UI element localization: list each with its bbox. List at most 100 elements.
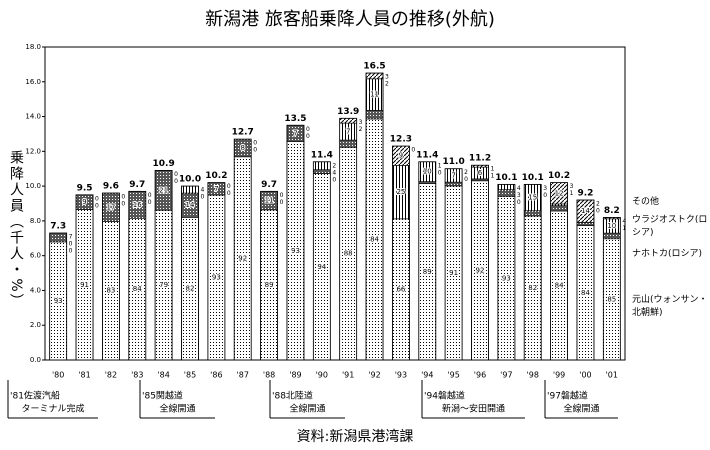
- segment-label: 7: [451, 171, 455, 179]
- segment-label: 0: [227, 183, 231, 190]
- bar-total: [128, 190, 147, 361]
- total-label: 7.3: [50, 222, 66, 232]
- annotation: 全線開通: [289, 403, 325, 415]
- segment-label: 4: [332, 169, 336, 176]
- total-label: 9.5: [77, 183, 93, 193]
- y-tick-label: 10.0: [25, 182, 41, 190]
- segment-label: 7: [293, 129, 297, 137]
- segment-label: 9: [399, 152, 403, 160]
- segment-label: 7: [346, 128, 350, 136]
- segment-label: 2: [332, 162, 336, 169]
- segment-label: 0: [253, 140, 257, 147]
- segment-label: 1: [491, 166, 495, 173]
- segment-label: 84: [370, 235, 379, 243]
- bar-segment: [523, 210, 542, 217]
- bar-segment: [339, 139, 357, 148]
- bar-segment: [365, 110, 384, 120]
- segment-label: 0: [280, 199, 284, 206]
- segment-label: 0: [174, 178, 178, 185]
- segment-label: 2: [385, 81, 389, 88]
- total-label: 11.4: [311, 150, 333, 160]
- segment-label: 0: [148, 192, 152, 199]
- y-tick-label: 18.0: [25, 43, 41, 51]
- bar-total: [260, 190, 278, 361]
- total-label: 11.4: [416, 150, 438, 160]
- total-label: 12.3: [390, 135, 412, 145]
- segment-label: 12: [555, 189, 564, 197]
- segment-label: 91: [80, 281, 89, 289]
- bar-total: [444, 168, 463, 361]
- total-label: 9.2: [577, 189, 593, 199]
- total-label: 16.5: [363, 62, 385, 72]
- segment-label: 84: [555, 282, 564, 290]
- annotation: '81佐渡汽船: [10, 390, 60, 402]
- bar-total: [49, 232, 68, 361]
- segment-label: 85: [607, 295, 616, 303]
- x-tick-label: '82: [105, 371, 117, 380]
- y-axis-label: 乗降人員（千人・%）: [8, 150, 24, 309]
- x-tick-label: '92: [368, 371, 380, 380]
- total-label: 12.7: [232, 128, 254, 138]
- segment-label: 14: [186, 201, 195, 209]
- y-tick-label: 12.0: [25, 147, 41, 155]
- bar-total: [471, 164, 489, 361]
- x-tick-label: '84: [157, 371, 169, 380]
- segment-label: 0: [201, 194, 205, 201]
- segment-label: 0: [596, 208, 600, 215]
- segment-label: 0: [280, 192, 284, 199]
- segment-label: 82: [186, 285, 195, 293]
- x-tick-label: '87: [237, 371, 249, 380]
- total-label: 10.2: [205, 171, 227, 181]
- annotation: '88北陸道: [272, 390, 313, 402]
- segment-label: 7: [214, 185, 218, 193]
- y-tick-label: 14.0: [25, 113, 41, 121]
- x-tick-label: '99: [553, 371, 565, 380]
- bar-total: [102, 192, 120, 361]
- segment-label: 4: [201, 187, 205, 194]
- bar-total: [181, 185, 199, 361]
- bar-total: [392, 145, 410, 361]
- segment-label: 93: [502, 274, 511, 282]
- segment-label: 93: [54, 297, 63, 305]
- y-tick-label: 8.0: [30, 217, 41, 225]
- segment-label: 93: [212, 274, 221, 282]
- bar-total: [286, 124, 305, 361]
- segment-label: 25: [396, 188, 405, 196]
- y-tick-label: 16.0: [25, 78, 41, 86]
- segment-label: 3: [359, 119, 363, 126]
- segment-label: 11: [265, 197, 274, 205]
- segment-label: 0: [95, 202, 99, 209]
- bar-segment: [365, 72, 384, 80]
- legend-entry: ナホトカ(ロシア): [632, 249, 703, 259]
- x-tick-label: '98: [527, 371, 539, 380]
- x-tick-label: '96: [474, 371, 486, 380]
- bar-total: [602, 217, 621, 361]
- legend-entry: その他: [632, 197, 660, 207]
- bar-total: [497, 183, 516, 361]
- y-tick-label: 6.0: [30, 252, 41, 260]
- source: 資料:新潟県港湾課: [297, 428, 414, 445]
- segment-label: 0: [69, 248, 73, 255]
- x-tick-label: '88: [263, 371, 275, 380]
- bar-total: [75, 194, 94, 361]
- x-tick-label: '95: [447, 371, 459, 380]
- segment-label: 0: [438, 169, 442, 176]
- total-label: 10.0: [179, 175, 201, 185]
- total-label: 11.2: [469, 154, 491, 164]
- segment-label: 89: [265, 281, 274, 289]
- total-label: 9.6: [103, 182, 119, 192]
- x-tick-label: '93: [395, 371, 407, 380]
- total-label: 10.9: [153, 159, 175, 169]
- segment-label: 0: [332, 176, 336, 183]
- annotation: '94磐越道: [424, 390, 465, 402]
- bar-total: [207, 182, 226, 361]
- y-tick-label: 2.0: [30, 321, 41, 329]
- segment-label: 1: [622, 225, 626, 232]
- segment-label: 84: [133, 285, 142, 293]
- bar-segment: [603, 232, 621, 240]
- segment-label: 7: [69, 234, 73, 241]
- bar-total: [576, 199, 595, 361]
- legend-entry: ウラジオストク(ロシア): [632, 215, 708, 238]
- annotation: ターミナル完成: [21, 403, 84, 415]
